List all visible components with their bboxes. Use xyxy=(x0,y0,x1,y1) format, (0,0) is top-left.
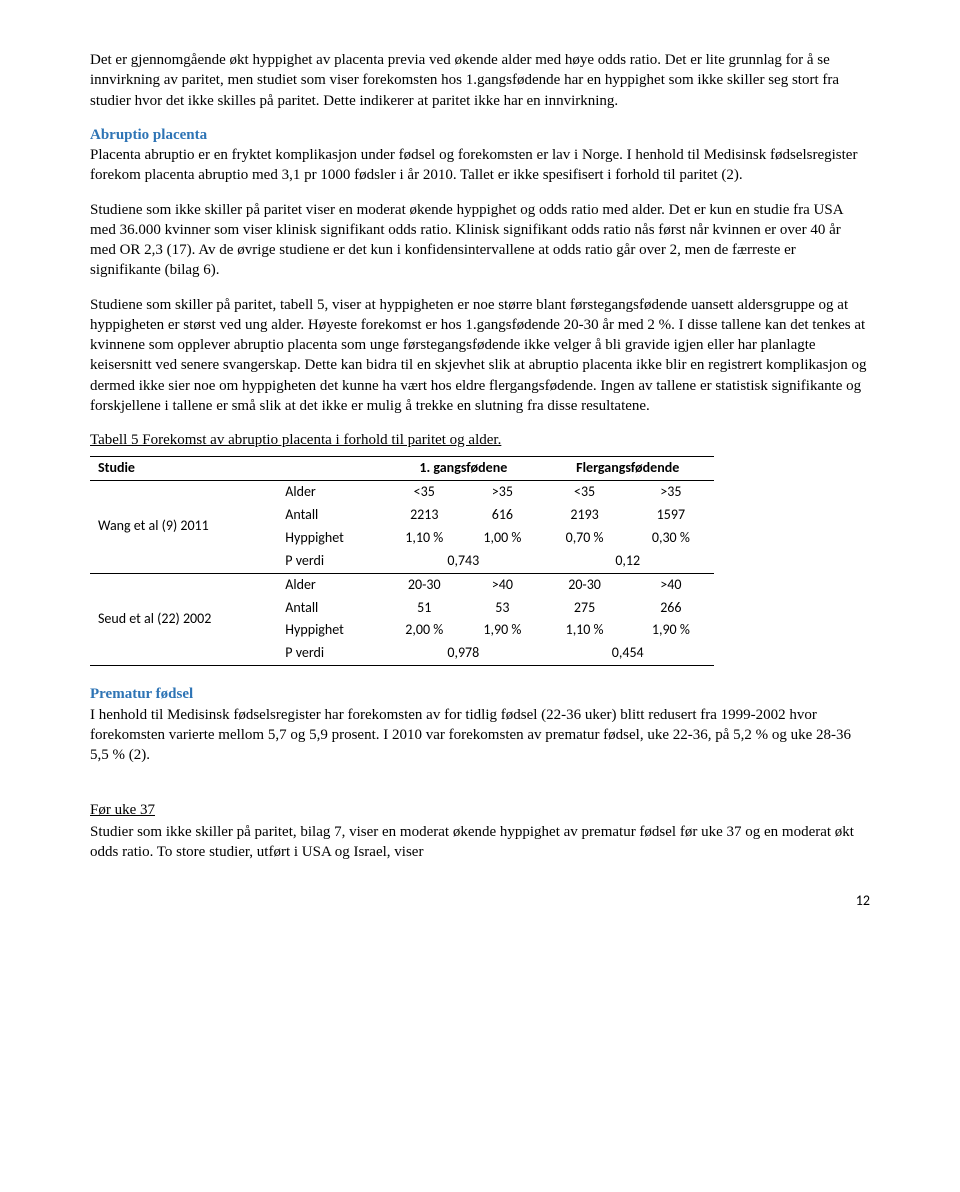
cell: 1,10 % xyxy=(385,527,463,550)
cell: 1,10 % xyxy=(541,619,627,642)
cell: 51 xyxy=(385,597,463,620)
heading-prematur: Prematur fødsel xyxy=(90,684,870,704)
cell-label: Antall xyxy=(277,504,385,527)
table-caption: Tabell 5 Forekomst av abruptio placenta … xyxy=(90,430,870,450)
subheading-uke37: Før uke 37 xyxy=(90,800,870,820)
table-row: Seud et al (22) 2002 Alder 20-30 >40 20-… xyxy=(90,573,714,596)
table-abruptio: Studie 1. gangsfødene Flergangsfødende W… xyxy=(90,456,714,666)
paragraph-prematur-1: I henhold til Medisinsk fødselsregister … xyxy=(90,705,870,766)
cell: <35 xyxy=(385,481,463,504)
paragraph-abruptio-3: Studiene som skiller på paritet, tabell … xyxy=(90,295,870,417)
th-blank xyxy=(277,457,385,481)
cell: 1,00 % xyxy=(463,527,541,550)
cell-label: P verdi xyxy=(277,642,385,665)
cell: 0,30 % xyxy=(628,527,714,550)
page-number: 12 xyxy=(90,892,870,911)
paragraph-intro: Det er gjennomgående økt hyppighet av pl… xyxy=(90,50,870,111)
cell-label: Alder xyxy=(277,481,385,504)
cell: 1597 xyxy=(628,504,714,527)
cell: >40 xyxy=(463,573,541,596)
paragraph-abruptio-1: Placenta abruptio er en fryktet komplika… xyxy=(90,145,870,186)
cell: 2,00 % xyxy=(385,619,463,642)
cell-label: P verdi xyxy=(277,550,385,573)
cell-study: Seud et al (22) 2002 xyxy=(90,573,277,666)
cell: 20-30 xyxy=(541,573,627,596)
cell: 0,454 xyxy=(541,642,714,665)
table-header-row: Studie 1. gangsfødene Flergangsfødende xyxy=(90,457,714,481)
cell-label: Hyppighet xyxy=(277,527,385,550)
cell: 2193 xyxy=(541,504,627,527)
cell: 0,978 xyxy=(385,642,541,665)
cell: <35 xyxy=(541,481,627,504)
cell: 2213 xyxy=(385,504,463,527)
cell: >40 xyxy=(628,573,714,596)
cell: 616 xyxy=(463,504,541,527)
cell: 0,70 % xyxy=(541,527,627,550)
cell-label: Hyppighet xyxy=(277,619,385,642)
cell: 1,90 % xyxy=(463,619,541,642)
cell-label: Antall xyxy=(277,597,385,620)
cell: 53 xyxy=(463,597,541,620)
cell: 0,12 xyxy=(541,550,714,573)
cell: 0,743 xyxy=(385,550,541,573)
cell: 266 xyxy=(628,597,714,620)
cell: >35 xyxy=(463,481,541,504)
table-row: Wang et al (9) 2011 Alder <35 >35 <35 >3… xyxy=(90,481,714,504)
th-primipar: 1. gangsfødene xyxy=(385,457,541,481)
cell: 20-30 xyxy=(385,573,463,596)
heading-abruptio: Abruptio placenta xyxy=(90,125,870,145)
cell-study: Wang et al (9) 2011 xyxy=(90,481,277,574)
cell-label: Alder xyxy=(277,573,385,596)
cell: >35 xyxy=(628,481,714,504)
th-studie: Studie xyxy=(90,457,277,481)
paragraph-abruptio-2: Studiene som ikke skiller på paritet vis… xyxy=(90,200,870,281)
th-multipar: Flergangsfødende xyxy=(541,457,714,481)
cell: 1,90 % xyxy=(628,619,714,642)
paragraph-uke37: Studier som ikke skiller på paritet, bil… xyxy=(90,822,870,863)
cell: 275 xyxy=(541,597,627,620)
